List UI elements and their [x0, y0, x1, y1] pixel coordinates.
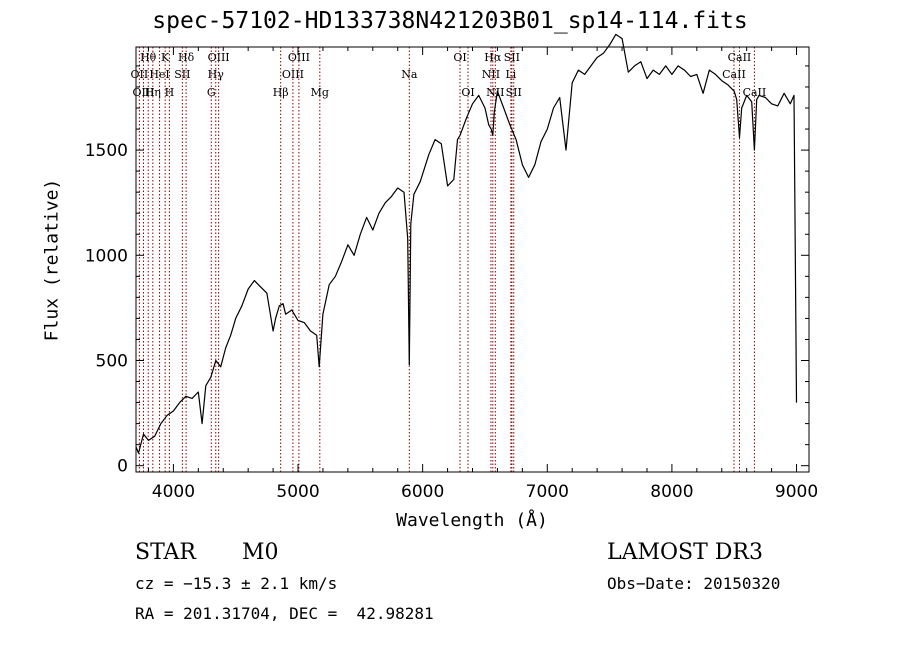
line-label-13: OIII	[288, 51, 310, 64]
line-label-27: CaII	[743, 86, 767, 99]
y-tick-label-3: 1500	[85, 141, 128, 161]
line-label-4: K	[161, 51, 170, 64]
line-label-24: SII	[506, 86, 522, 99]
chart-title: spec-57102-HD133738N421203B01_sp14-114.f…	[152, 8, 748, 34]
line-label-5: HeI	[149, 68, 169, 81]
spectrum-line	[135, 33, 798, 454]
y-tick-label-0: 0	[117, 457, 128, 477]
line-label-26: CaII	[722, 68, 746, 81]
object-class: STAR	[135, 540, 196, 565]
line-label-1: OII	[131, 68, 149, 81]
y-tick-label-1: 500	[96, 351, 128, 371]
line-label-14: OIII	[282, 68, 304, 81]
line-label-9: OIII	[208, 51, 230, 64]
axis-ticks: 4000 5000 6000 7000 8000 9000 0 500 1000 1500	[85, 47, 818, 502]
x-axis-label: Wavelength (Å)	[396, 510, 548, 531]
line-label-25: CaII	[728, 51, 752, 64]
x-tick-label-3: 7000	[526, 482, 569, 502]
line-label-23: Li	[505, 68, 516, 81]
x-tick-label-5: 9000	[775, 482, 818, 502]
line-label-15: Mg	[311, 86, 329, 99]
line-label-8: Hδ	[178, 51, 195, 64]
line-label-11: G	[207, 86, 216, 99]
line-label-17: OI	[453, 51, 466, 64]
line-label-12: Hβ	[273, 86, 289, 99]
y-axis-label: Flux (relative)	[41, 178, 63, 342]
ra-dec-coordinates: RA = 201.31704, DEC = 42.98281	[135, 604, 434, 623]
survey-name: LAMOST DR3	[607, 540, 763, 565]
redshift-cz: cz = −15.3 ± 2.1 km/s	[135, 574, 338, 593]
x-tick-label-1: 5000	[276, 482, 319, 502]
line-label-3: Hη	[145, 86, 161, 99]
line-label-18: OI	[461, 86, 474, 99]
line-label-22: SII	[504, 51, 520, 64]
line-label-21: NII	[486, 86, 504, 99]
x-tick-label-0: 4000	[152, 482, 195, 502]
line-label-16: Na	[401, 68, 418, 81]
object-subclass: M0	[242, 540, 279, 565]
x-tick-label-4: 8000	[650, 482, 693, 502]
plot-frame	[135, 46, 810, 473]
line-label-7: SII	[174, 68, 190, 81]
line-markers	[138, 47, 755, 472]
observation-date: Obs−Date: 20150320	[607, 574, 781, 593]
x-tick-label-2: 6000	[401, 482, 444, 502]
spectrum-series	[135, 33, 798, 454]
y-tick-label-2: 1000	[85, 246, 128, 266]
line-label-0: Hθ	[140, 51, 157, 64]
line-label-10: Hγ	[208, 68, 225, 81]
line-label-2: OIII	[132, 86, 154, 99]
line-label-20: NII	[482, 68, 500, 81]
line-label-19: Hα	[484, 51, 502, 64]
line-label-6: H	[165, 86, 175, 99]
